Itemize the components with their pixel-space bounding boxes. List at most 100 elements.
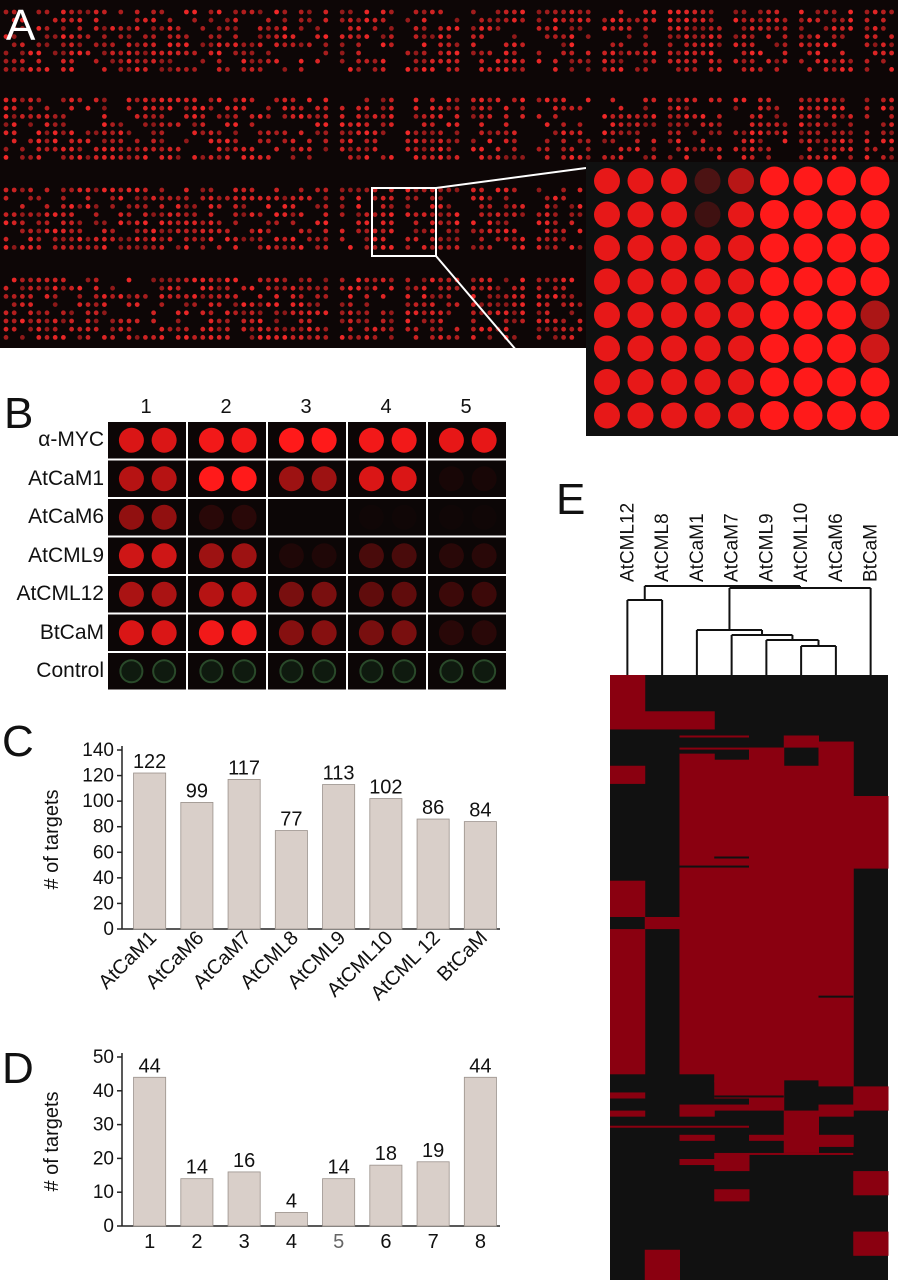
array-spot <box>561 122 566 127</box>
spot-grid-row-label: BtCaM <box>39 620 104 644</box>
array-spot <box>175 212 181 218</box>
array-spot <box>274 220 279 226</box>
array-spot <box>430 9 435 15</box>
array-spot <box>282 114 288 119</box>
inset-spot <box>728 302 754 328</box>
heatmap-cell <box>644 1249 680 1280</box>
array-spot <box>348 294 353 299</box>
array-spot <box>216 26 222 31</box>
array-spot <box>159 212 165 218</box>
array-spot <box>167 122 173 127</box>
array-spot <box>438 26 443 31</box>
array-spot <box>134 302 140 307</box>
array-spot <box>372 335 378 340</box>
array-spot <box>126 245 132 250</box>
array-spot <box>167 326 173 332</box>
protein-spot <box>358 427 384 453</box>
heatmap-column-label: BtCaM <box>861 524 882 582</box>
array-spot <box>184 212 189 218</box>
inset-spot <box>860 300 890 330</box>
array-spot <box>249 195 255 201</box>
control-spot <box>119 659 144 684</box>
array-spot <box>93 155 99 160</box>
array-spot <box>807 114 812 119</box>
array-spot <box>544 228 550 234</box>
array-spot <box>208 105 214 111</box>
array-spot <box>3 130 9 136</box>
array-spot <box>233 187 239 193</box>
array-spot <box>438 204 443 209</box>
array-spot <box>577 138 583 144</box>
array-spot <box>233 122 239 127</box>
array-spot <box>520 294 525 299</box>
array-spot <box>635 50 640 56</box>
array-spot <box>553 326 558 332</box>
array-spot <box>266 277 271 283</box>
array-spot <box>159 236 165 242</box>
array-spot <box>864 67 870 72</box>
array-spot <box>831 114 837 119</box>
array-spot <box>618 105 624 111</box>
array-spot <box>487 220 493 226</box>
protein-spot <box>311 427 337 453</box>
array-spot <box>585 155 591 160</box>
array-spot <box>93 318 99 324</box>
array-spot <box>561 187 566 193</box>
array-spot <box>561 42 566 48</box>
array-spot <box>274 326 279 332</box>
array-spot <box>569 17 575 23</box>
array-spot <box>479 228 484 234</box>
protein-spot <box>312 505 337 530</box>
array-spot <box>471 97 476 103</box>
array-spot <box>577 9 583 15</box>
inset-spot <box>661 369 687 395</box>
array-spot <box>815 50 821 56</box>
array-spot <box>28 195 33 201</box>
inset-spot <box>793 401 823 430</box>
inset-spot <box>860 367 890 397</box>
array-spot <box>118 326 124 332</box>
array-spot <box>848 67 853 72</box>
array-spot <box>175 34 181 39</box>
array-spot <box>733 146 739 152</box>
protein-spot <box>438 466 464 492</box>
array-spot <box>61 277 66 283</box>
array-spot <box>667 138 673 144</box>
array-spot <box>471 220 476 226</box>
inset-spot <box>760 334 789 363</box>
array-spot <box>840 17 845 23</box>
array-spot <box>700 34 706 39</box>
inset-spot <box>760 267 789 296</box>
array-spot <box>192 50 198 56</box>
array-spot <box>3 146 9 152</box>
array-spot <box>520 310 525 316</box>
array-spot <box>364 138 370 144</box>
array-spot <box>290 245 296 250</box>
array-spot <box>454 130 460 136</box>
array-spot <box>741 9 747 15</box>
array-spot <box>298 335 304 340</box>
array-spot <box>356 228 361 234</box>
array-spot <box>421 138 427 144</box>
array-spot <box>175 122 181 127</box>
bar <box>227 779 261 930</box>
array-spot <box>339 130 345 136</box>
array-spot <box>684 105 689 111</box>
array-spot <box>77 9 83 15</box>
array-spot <box>298 302 304 307</box>
array-spot <box>717 26 722 31</box>
array-spot <box>93 212 99 218</box>
y-axis-label: # of targets <box>41 1091 63 1191</box>
array-spot <box>28 326 33 332</box>
array-spot <box>520 42 525 48</box>
array-spot <box>651 9 657 15</box>
array-spot <box>134 318 140 324</box>
array-spot <box>102 130 107 136</box>
array-spot <box>167 58 173 64</box>
array-spot <box>364 335 370 340</box>
array-spot <box>389 326 394 332</box>
array-spot <box>216 318 222 324</box>
array-spot <box>405 195 411 201</box>
array-spot <box>438 220 443 226</box>
array-spot <box>430 236 435 242</box>
